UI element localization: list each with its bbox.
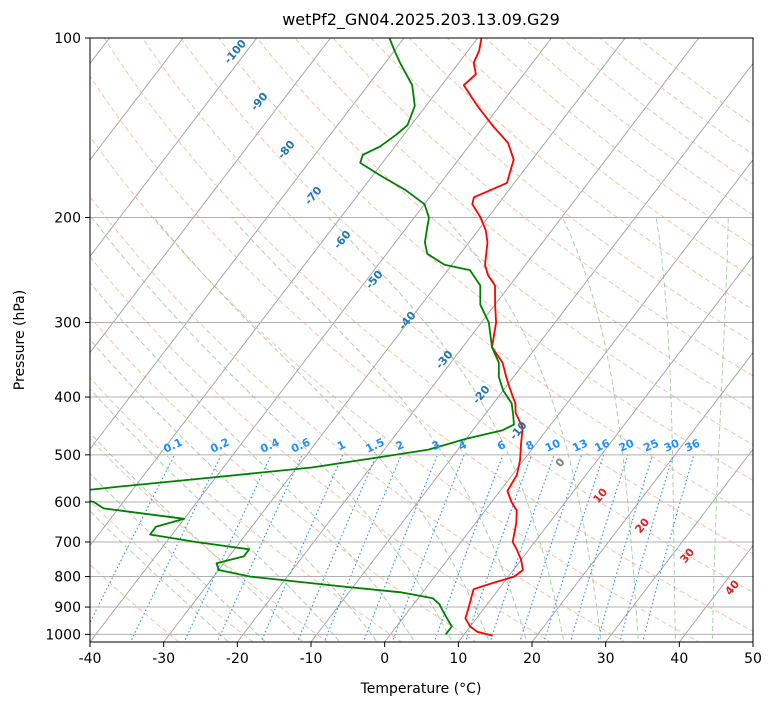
dry-adiabat-line [90, 564, 180, 642]
mixing-ratio-line [596, 454, 654, 642]
x-tick-label: 10 [449, 651, 467, 667]
y-axis: 100 200 300 400 500 600 700 800 900 1000 [45, 31, 90, 643]
moist-adiabat-line [328, 217, 565, 642]
mixing-ratio-label: 10 [543, 436, 563, 454]
isotherm-line [90, 38, 553, 642]
dry-adiabat-line [90, 75, 753, 632]
isotherm-line [90, 38, 332, 354]
x-tick-label: -20 [226, 651, 249, 667]
mixing-ratio-line [619, 454, 674, 642]
y-axis-label: Pressure (hPa) [12, 290, 28, 390]
dry-adiabat-line [141, 38, 753, 555]
isotherm-line [384, 159, 753, 642]
mixing-ratio-line [296, 454, 378, 642]
x-tick-label: 30 [597, 651, 615, 667]
mixing-ratio-line [129, 454, 222, 642]
mixing-ratio-line [519, 454, 583, 642]
dry-adiabat-line [90, 195, 626, 642]
y-tick-label: 500 [54, 448, 81, 464]
isotherm-line [163, 38, 626, 642]
dry-adiabat-line [90, 377, 403, 642]
moist-adiabat-line [91, 217, 453, 642]
moist-adiabat-line [90, 472, 267, 642]
plot-frame [89, 37, 754, 643]
mixing-ratio-label: 36 [683, 436, 703, 454]
moist-adiabat-line [90, 281, 416, 642]
mixing-ratio-line [464, 454, 533, 642]
pressure-gridlines [90, 38, 753, 635]
dewpoint-line [90, 38, 515, 635]
x-tick-label: -40 [79, 651, 102, 667]
mixing-ratio-line [362, 454, 439, 642]
x-tick-label: 50 [744, 651, 762, 667]
y-tick-label: 800 [54, 570, 81, 586]
mixing-ratio-label: 30 [662, 436, 682, 454]
mixing-ratio-label: 13 [570, 437, 589, 455]
moist-adiabat-line [655, 217, 676, 642]
dry-adiabat-line [90, 438, 329, 642]
isotherm-line [90, 38, 479, 547]
isotherm-line [531, 351, 753, 642]
moist-adiabat-line [90, 338, 378, 642]
isotherm-line [605, 448, 753, 642]
mixing-ratio-line [433, 454, 504, 642]
moist-adiabat-line [711, 217, 729, 642]
isotherm-line [678, 544, 753, 642]
x-tick-label: -30 [152, 651, 175, 667]
dry-adiabat-line [179, 38, 753, 518]
moist-adiabat-line [90, 510, 229, 642]
y-tick-label: 400 [54, 390, 81, 406]
x-tick-label: 0 [380, 651, 389, 667]
isotherm-line [457, 255, 753, 642]
mixing-ratio-line [391, 454, 465, 642]
dry-adiabat-line [256, 38, 753, 446]
dry-adiabat-line [90, 316, 477, 642]
background-lines [90, 38, 753, 642]
profile-lines [90, 38, 524, 637]
mixing-ratio-line [642, 454, 695, 642]
dry-adiabat-line [294, 38, 753, 411]
moist-adiabat-line [445, 217, 602, 642]
x-axis-label: Temperature (°C) [360, 681, 482, 697]
mixing-ratio-label: 25 [641, 437, 660, 455]
chart-title: wetPf2_GN04.2025.203.13.09.G29 [282, 10, 560, 30]
x-tick-label: -10 [300, 651, 323, 667]
y-tick-label: 300 [54, 316, 81, 332]
moist-adiabat-line [561, 217, 639, 642]
moist-adiabat-line [90, 432, 304, 642]
dry-adiabat-line [90, 135, 700, 642]
moist-adiabat-line [231, 217, 528, 642]
mixing-ratio-line [489, 454, 555, 642]
isotherm-line [90, 38, 405, 450]
moist-adiabat-line [153, 217, 490, 642]
mixing-ratio-line [543, 454, 605, 642]
mixing-ratio-line [323, 454, 402, 642]
y-tick-label: 700 [54, 535, 81, 551]
y-tick-label: 600 [54, 495, 81, 511]
y-tick-label: 200 [54, 211, 81, 227]
mixing-ratio-label: 16 [593, 436, 613, 454]
y-tick-label: 900 [54, 600, 81, 616]
mixing-ratio-label: 20 [617, 436, 637, 454]
mixing-ratio-line [569, 454, 629, 642]
y-tick-label: 100 [54, 31, 81, 47]
y-tick-label: 1000 [45, 627, 81, 643]
x-tick-label: 20 [523, 651, 541, 667]
dry-adiabat-line [90, 255, 552, 642]
temperature-line [462, 38, 524, 637]
x-tick-label: 40 [670, 651, 688, 667]
dry-adiabat-line [408, 38, 753, 311]
x-axis: -40 -30 -20 -10 0 10 20 30 40 50 [79, 642, 762, 667]
